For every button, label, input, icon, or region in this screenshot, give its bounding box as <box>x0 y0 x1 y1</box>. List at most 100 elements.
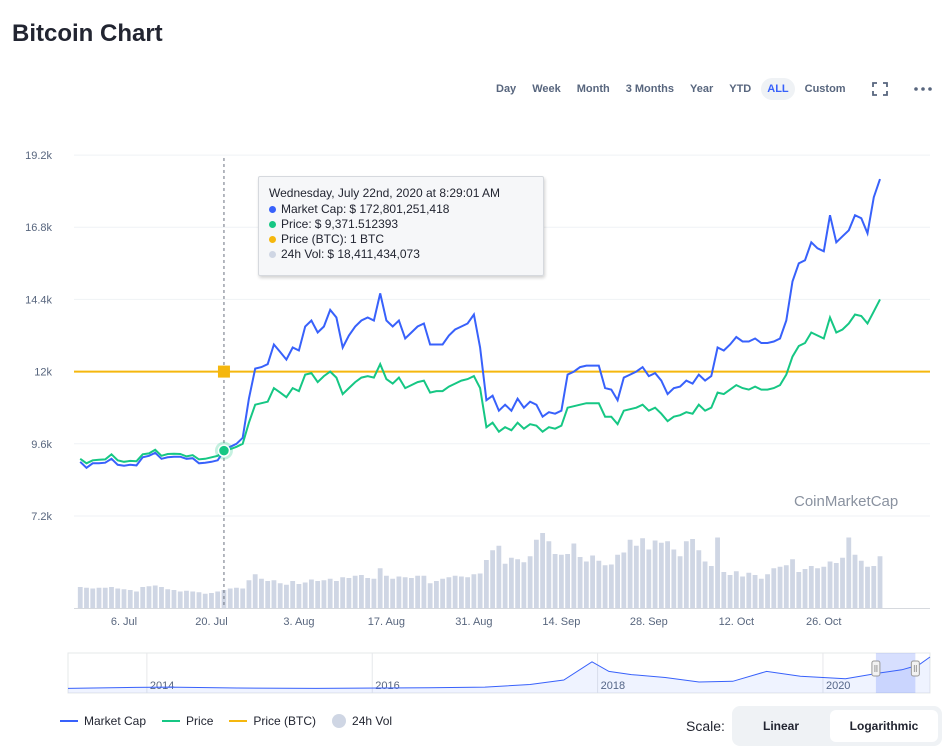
volume-bar <box>565 554 571 608</box>
volume-bar <box>377 568 383 608</box>
volume-bar <box>477 573 483 608</box>
y-tick-label: 7.2k <box>31 511 52 523</box>
volume-bar <box>152 585 158 608</box>
volume-bar <box>209 593 214 608</box>
more-horizontal-icon[interactable] <box>914 86 932 92</box>
volume-bar <box>96 587 102 608</box>
y-gridlines <box>74 154 930 517</box>
page-title: Bitcoin Chart <box>12 20 163 47</box>
volume-bar <box>671 549 677 608</box>
volume-bar <box>615 554 620 608</box>
volume-bar <box>384 575 389 608</box>
navigator-handle[interactable] <box>871 660 881 677</box>
volume-bar <box>858 560 864 608</box>
volume-bar <box>483 560 489 608</box>
navigator-handle[interactable] <box>910 660 920 677</box>
x-tick-label: 14. Sep <box>542 616 580 628</box>
tooltip-value: $ 172,801,251,418 <box>349 202 450 216</box>
volume-bar <box>127 590 133 608</box>
fullscreen-icon[interactable] <box>872 82 888 96</box>
volume-bar <box>602 565 608 608</box>
volume-bar <box>802 569 808 608</box>
volume-bar <box>790 559 795 608</box>
tooltip-row-volume: 24h Vol: $ 18,411,434,073 <box>269 247 420 261</box>
volume-bar <box>265 581 271 608</box>
volume-bar <box>77 587 83 608</box>
range-all-button[interactable]: ALL <box>761 78 795 100</box>
x-axis-ticks: 6. Jul 20. Jul 3. Aug 17. Aug 31. Aug 14. Sep… <box>111 616 842 628</box>
navigator[interactable]: 2014 2016 2018 2020 <box>67 652 931 694</box>
volume-bar <box>558 554 564 608</box>
volume-bar <box>159 587 164 608</box>
volume-bar <box>633 545 639 608</box>
price-bullet-icon <box>269 220 276 228</box>
volume-bar <box>677 556 683 608</box>
tooltip-label: Price: <box>281 217 312 231</box>
volume-bar <box>852 554 858 608</box>
market-cap-bullet-icon <box>269 205 276 213</box>
x-tick-label: 20. Jul <box>195 616 227 628</box>
volume-bar <box>352 575 358 608</box>
range-3-months-button[interactable]: 3 Months <box>625 83 674 95</box>
volume-bar <box>665 541 670 608</box>
volume-bar <box>533 539 539 608</box>
volume-bar <box>359 575 364 608</box>
volume-bar <box>177 591 183 608</box>
volume-bar <box>627 539 633 608</box>
y-tick-label: 19.2k <box>25 150 52 162</box>
volume-bar <box>458 576 464 608</box>
tooltip-label: Price (BTC): <box>281 232 347 246</box>
volume-bar <box>334 581 339 608</box>
price-line <box>79 298 881 465</box>
volume-bar <box>396 576 402 608</box>
volume-bar <box>871 566 877 608</box>
navigator-selection[interactable] <box>875 653 916 693</box>
volume-bar <box>452 575 458 608</box>
legend-volume[interactable]: 24h Vol <box>332 714 392 728</box>
volume-bar <box>365 578 371 608</box>
volume-bar <box>246 580 252 608</box>
tooltip-row-price: Price: $ 9,371.512393 <box>269 217 398 231</box>
volume-bar <box>708 566 714 608</box>
tooltip-label: Market Cap: <box>281 202 347 216</box>
scale-logarithmic-button[interactable]: Logarithmic <box>830 710 938 742</box>
volume-bar <box>702 561 708 608</box>
volume-bar <box>815 568 820 608</box>
volume-bar <box>321 580 327 608</box>
volume-bar <box>733 571 739 608</box>
volume-bar <box>715 537 720 608</box>
range-ytd-button[interactable]: YTD <box>729 83 752 95</box>
legend-price[interactable]: Price <box>162 714 213 728</box>
range-day-button[interactable]: Day <box>496 83 517 95</box>
y-tick-label: 16.8k <box>25 222 52 234</box>
range-year-button[interactable]: Year <box>690 83 714 95</box>
volume-bar <box>596 560 602 608</box>
volume-bar <box>84 587 89 608</box>
tooltip-row-market-cap: Market Cap: $ 172,801,251,418 <box>269 202 449 216</box>
volume-bar <box>608 564 614 608</box>
bitcoin-chart[interactable]: 19.2k 16.8k 14.4k 12k 9.6k 7.2k 6. Jul 20. Jul… <box>0 0 949 705</box>
range-custom-button[interactable]: Custom <box>804 83 846 95</box>
volume-bar <box>496 545 502 608</box>
tooltip-row-price-btc: Price (BTC): 1 BTC <box>269 232 384 246</box>
volume-bar <box>508 557 514 608</box>
range-month-button[interactable]: Month <box>576 83 610 95</box>
volume-bars <box>74 533 930 609</box>
legend-market-cap[interactable]: Market Cap <box>60 714 146 728</box>
volume-bar <box>271 580 277 608</box>
volume-bar <box>527 556 533 608</box>
navigator-tick-label: 2020 <box>826 680 850 692</box>
scale-linear-button[interactable]: Linear <box>762 719 799 733</box>
volume-bar <box>777 566 783 608</box>
volume-bar <box>109 587 114 608</box>
range-week-button[interactable]: Week <box>532 83 561 95</box>
x-tick-label: 6. Jul <box>111 616 137 628</box>
x-tick-label: 31. Aug <box>455 616 492 628</box>
range-selector: Day Week Month 3 Months Year YTD ALL Cus… <box>490 78 852 100</box>
volume-bar <box>515 559 521 608</box>
price-btc-bullet-icon <box>269 235 276 243</box>
legend-price-btc[interactable]: Price (BTC) <box>229 714 316 728</box>
volume-bar <box>646 549 652 608</box>
tooltip-value: 1 BTC <box>350 232 385 246</box>
volume-bar <box>402 577 408 608</box>
